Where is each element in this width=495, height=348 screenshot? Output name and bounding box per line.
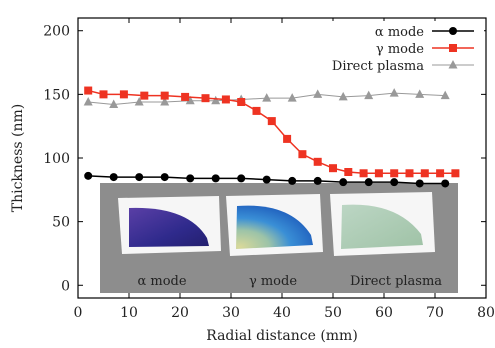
alpha-mode-sample [129,207,209,247]
point-gamma-mode-6 [201,94,210,103]
point-alpha-mode-14 [441,179,450,188]
point-alpha-mode-7 [262,175,271,184]
series-gamma-mode [84,86,460,178]
point-direct-plasma-13 [415,89,425,98]
direct-plasma-sample [341,204,423,249]
point-alpha-mode-11 [364,178,373,187]
point-gamma-mode-20 [420,169,429,178]
point-gamma-mode-3 [140,91,149,100]
point-gamma-mode-7 [221,95,230,104]
y-tick-label-100: 100 [43,151,70,167]
point-direct-plasma-3 [160,97,170,106]
y-tick-label-50: 50 [52,215,70,231]
point-alpha-mode-8 [288,176,297,185]
x-tick-label-50: 50 [324,305,342,321]
x-tick-label-60: 60 [375,305,393,321]
point-gamma-mode-16 [359,169,368,178]
point-direct-plasma-10 [338,91,348,101]
point-gamma-mode-22 [451,169,460,178]
point-gamma-mode-12 [298,150,307,159]
point-gamma-mode-10 [267,117,276,126]
point-alpha-mode-0 [84,171,93,180]
y-axis-label: Thickness (nm) [10,104,26,213]
gamma-mode-sample [236,205,313,249]
point-alpha-mode-12 [390,178,399,187]
point-alpha-mode-3 [160,173,169,182]
point-gamma-mode-17 [374,169,383,178]
point-direct-plasma-9 [313,89,323,98]
x-axis-label: Radial distance (mm) [206,328,358,344]
point-gamma-mode-11 [283,134,292,143]
point-direct-plasma-8 [287,93,297,102]
point-direct-plasma-1 [109,99,119,109]
point-gamma-mode-15 [344,168,353,176]
inset-label-gamma-mode: γ mode [249,274,297,289]
point-alpha-mode-6 [237,174,246,183]
point-alpha-mode-5 [211,174,220,183]
point-gamma-mode-21 [436,169,445,178]
point-alpha-mode-9 [313,176,322,185]
series-alpha-mode [84,171,450,188]
point-gamma-mode-4 [160,91,169,100]
x-tick-label-80: 80 [477,305,495,321]
point-gamma-mode-13 [313,157,322,166]
point-alpha-mode-13 [415,179,424,188]
point-direct-plasma-7 [262,93,272,102]
point-gamma-mode-8 [237,98,246,106]
x-tick-label-30: 30 [222,305,240,321]
inset-label-direct-plasma: Direct plasma [350,274,442,289]
point-gamma-mode-9 [252,106,261,115]
point-alpha-mode-10 [339,178,348,187]
series-direct-plasma [83,88,450,109]
y-tick-label-0: 0 [61,278,70,294]
legend-marker-gamma-mode [449,44,457,52]
series-layer [83,86,460,188]
legend: α mode γ mode Direct plasma [300,21,484,74]
point-gamma-mode-0 [84,86,93,95]
inset-photo: α mode γ mode Direct plasma [100,183,458,293]
legend-marker-alpha-mode [449,27,457,35]
point-gamma-mode-2 [119,90,128,99]
point-gamma-mode-14 [329,164,337,173]
point-direct-plasma-5 [211,95,221,105]
legend-label-gamma-mode: γ mode [376,42,424,57]
series-line-gamma-mode [88,89,456,175]
point-alpha-mode-1 [109,173,118,182]
legend-marker-direct-plasma [448,60,458,69]
point-direct-plasma-4 [185,95,195,105]
point-alpha-mode-2 [135,173,144,182]
x-tick-label-20: 20 [171,305,189,321]
x-tick-label-70: 70 [426,305,444,321]
axes: 0 10 20 30 40 50 60 70 80 0 50 100 150 200 Radial dist… [10,18,495,344]
point-direct-plasma-12 [389,88,399,97]
x-tick-label-40: 40 [273,305,291,321]
point-direct-plasma-0 [83,97,93,106]
y-tick-label-200: 200 [43,24,70,40]
legend-label-alpha-mode: α mode [375,25,424,40]
legend-label-direct-plasma: Direct plasma [332,59,424,74]
point-alpha-mode-4 [186,174,195,183]
y-tick-label-150: 150 [43,87,70,103]
point-gamma-mode-19 [405,169,414,178]
point-gamma-mode-1 [99,90,108,99]
x-tick-label-0: 0 [74,305,83,321]
point-direct-plasma-2 [134,97,144,106]
inset-label-alpha-mode: α mode [137,274,186,289]
point-direct-plasma-11 [364,90,374,100]
point-gamma-mode-18 [390,169,399,178]
point-gamma-mode-5 [181,92,190,101]
x-tick-label-10: 10 [120,305,138,321]
point-direct-plasma-14 [440,90,450,100]
